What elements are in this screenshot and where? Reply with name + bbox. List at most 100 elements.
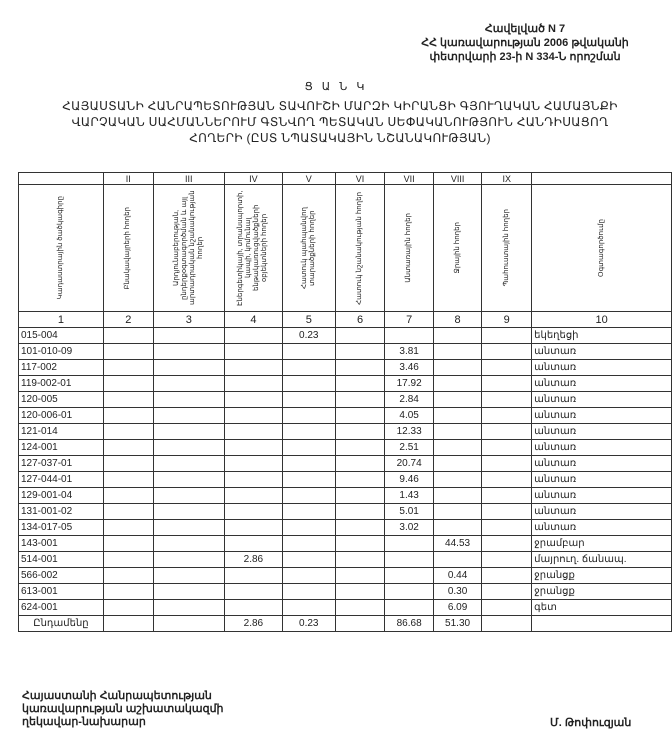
area-cell xyxy=(481,391,533,408)
area-cell: 5.01 xyxy=(384,503,434,520)
area-cell: 20.74 xyxy=(384,455,434,472)
land-use: անտառ xyxy=(531,455,672,472)
area-cell xyxy=(334,423,386,440)
table-row: 120-006-01 4.05 անտառ xyxy=(18,407,672,424)
column-header-1-text: Կադաստրային ծածկագիրը xyxy=(56,196,64,300)
column-header-7: Անտառային հողեր xyxy=(384,184,434,312)
cadastral-code: 120-006-01 xyxy=(18,407,104,424)
area-cell xyxy=(102,599,154,616)
area-cell xyxy=(281,407,336,424)
area-cell xyxy=(102,519,154,536)
area-cell xyxy=(334,599,386,616)
area-cell: 3.02 xyxy=(384,519,434,536)
area-cell xyxy=(102,391,154,408)
area-cell xyxy=(334,327,386,344)
column-header-8-text: Ջրային հողեր xyxy=(453,222,461,274)
area-cell xyxy=(432,391,483,408)
area-cell xyxy=(223,423,283,440)
area-cell xyxy=(152,439,225,456)
area-cell: 1.43 xyxy=(384,487,434,504)
table-row: 127-037-01 20.74 անտառ xyxy=(18,455,672,472)
cadastral-code: 121-014 xyxy=(18,423,104,440)
area-cell xyxy=(384,327,434,344)
total-cell: 0.23 xyxy=(281,615,336,632)
table-row: 129-001-04 1.43 անտառ xyxy=(18,487,672,504)
column-header-5-text: Հատուկ պահպանվող տարածքների հողեր xyxy=(300,207,316,289)
area-cell: 3.81 xyxy=(384,343,434,360)
area-cell xyxy=(281,519,336,536)
column-header-row: Կադաստրային ծածկագիրը Բնակավայրերի հողեր Ա… xyxy=(18,184,672,312)
land-use: գետ xyxy=(531,599,672,616)
annex-line-3: փետրվարի 23-ի N 334-Ն որոշման xyxy=(429,51,621,63)
area-cell xyxy=(281,471,336,488)
area-cell xyxy=(223,439,283,456)
area-cell xyxy=(481,519,533,536)
area-cell: 6.09 xyxy=(432,599,483,616)
area-cell: 17.92 xyxy=(384,375,434,392)
roman-header-1: II xyxy=(102,172,154,185)
area-cell xyxy=(281,455,336,472)
area-cell xyxy=(152,327,225,344)
area-cell xyxy=(481,551,533,568)
land-use: ջրանցք xyxy=(531,567,672,584)
area-cell xyxy=(481,375,533,392)
footer-position: Հայաստանի Հանրապետության կառավարության ա… xyxy=(22,690,224,729)
column-header-9: Պահուստային հողեր xyxy=(481,184,533,312)
area-cell xyxy=(281,343,336,360)
area-cell xyxy=(481,487,533,504)
area-cell xyxy=(334,391,386,408)
area-cell xyxy=(281,423,336,440)
column-header-1: Կադաստրային ծածկագիրը xyxy=(18,184,104,312)
area-cell xyxy=(281,535,336,552)
area-cell xyxy=(223,487,283,504)
area-cell xyxy=(152,407,225,424)
area-cell xyxy=(334,359,386,376)
area-cell xyxy=(432,343,483,360)
column-header-4-text: Էներգետիկայի, տրանսպորտի, կապի, կոմունալ… xyxy=(237,190,269,306)
area-cell xyxy=(152,343,225,360)
total-row: Ընդամենը 2.86 0.23 86.68 51.30 xyxy=(18,615,672,632)
cadastral-code: 514-001 xyxy=(18,551,104,568)
column-number-5: 5 xyxy=(281,311,336,328)
footer-line-1: Հայաստանի Հանրապետության xyxy=(22,690,212,702)
roman-header-9 xyxy=(531,172,672,185)
column-header-3: Արդյունաբերության, ընդերքօգտագործման և ա… xyxy=(152,184,225,312)
total-cell: 2.86 xyxy=(223,615,283,632)
area-cell xyxy=(334,535,386,552)
area-cell xyxy=(334,343,386,360)
cadastral-code: 566-002 xyxy=(18,567,104,584)
table-row: 613-001 0.30 ջրանցք xyxy=(18,583,672,600)
area-cell xyxy=(481,327,533,344)
table-row: 121-014 12.33 անտառ xyxy=(18,423,672,440)
area-cell xyxy=(281,567,336,584)
land-use: ջրանցք xyxy=(531,583,672,600)
area-cell xyxy=(152,599,225,616)
annex-reference: Հավելված N 7 ՀՀ կառավարության 2006 թվակա… xyxy=(410,22,640,64)
area-cell xyxy=(102,343,154,360)
roman-header-0 xyxy=(18,172,104,185)
area-cell xyxy=(334,519,386,536)
area-cell xyxy=(432,423,483,440)
column-header-6: Հատուկ նշանակության հողեր xyxy=(334,184,386,312)
area-cell xyxy=(384,551,434,568)
area-cell xyxy=(432,439,483,456)
footer-line-3: ղեկավար-նախարար xyxy=(22,716,146,728)
document-title: ՀԱՅԱՍՏԱՆԻ ՀԱՆՐԱՊԵՏՈՒԹՅԱՆ ՏԱՎՈՒՇԻ ՄԱՐԶԻ Կ… xyxy=(62,99,618,145)
area-cell xyxy=(334,583,386,600)
table-row: 119-002-01 17.92 անտառ xyxy=(18,375,672,392)
area-cell xyxy=(102,359,154,376)
area-cell xyxy=(152,503,225,520)
table-row: 624-001 6.09 գետ xyxy=(18,599,672,616)
area-cell xyxy=(223,375,283,392)
roman-numeral-row: II III IV V VI VII VIII IX xyxy=(18,172,672,185)
area-cell xyxy=(281,503,336,520)
area-cell: 9.46 xyxy=(384,471,434,488)
table-row: 124-001 2.51 անտառ xyxy=(18,439,672,456)
area-cell xyxy=(281,599,336,616)
area-cell xyxy=(432,471,483,488)
area-cell xyxy=(481,407,533,424)
area-cell xyxy=(432,407,483,424)
cadastral-code: 119-002-01 xyxy=(18,375,104,392)
area-cell xyxy=(223,583,283,600)
area-cell xyxy=(223,503,283,520)
